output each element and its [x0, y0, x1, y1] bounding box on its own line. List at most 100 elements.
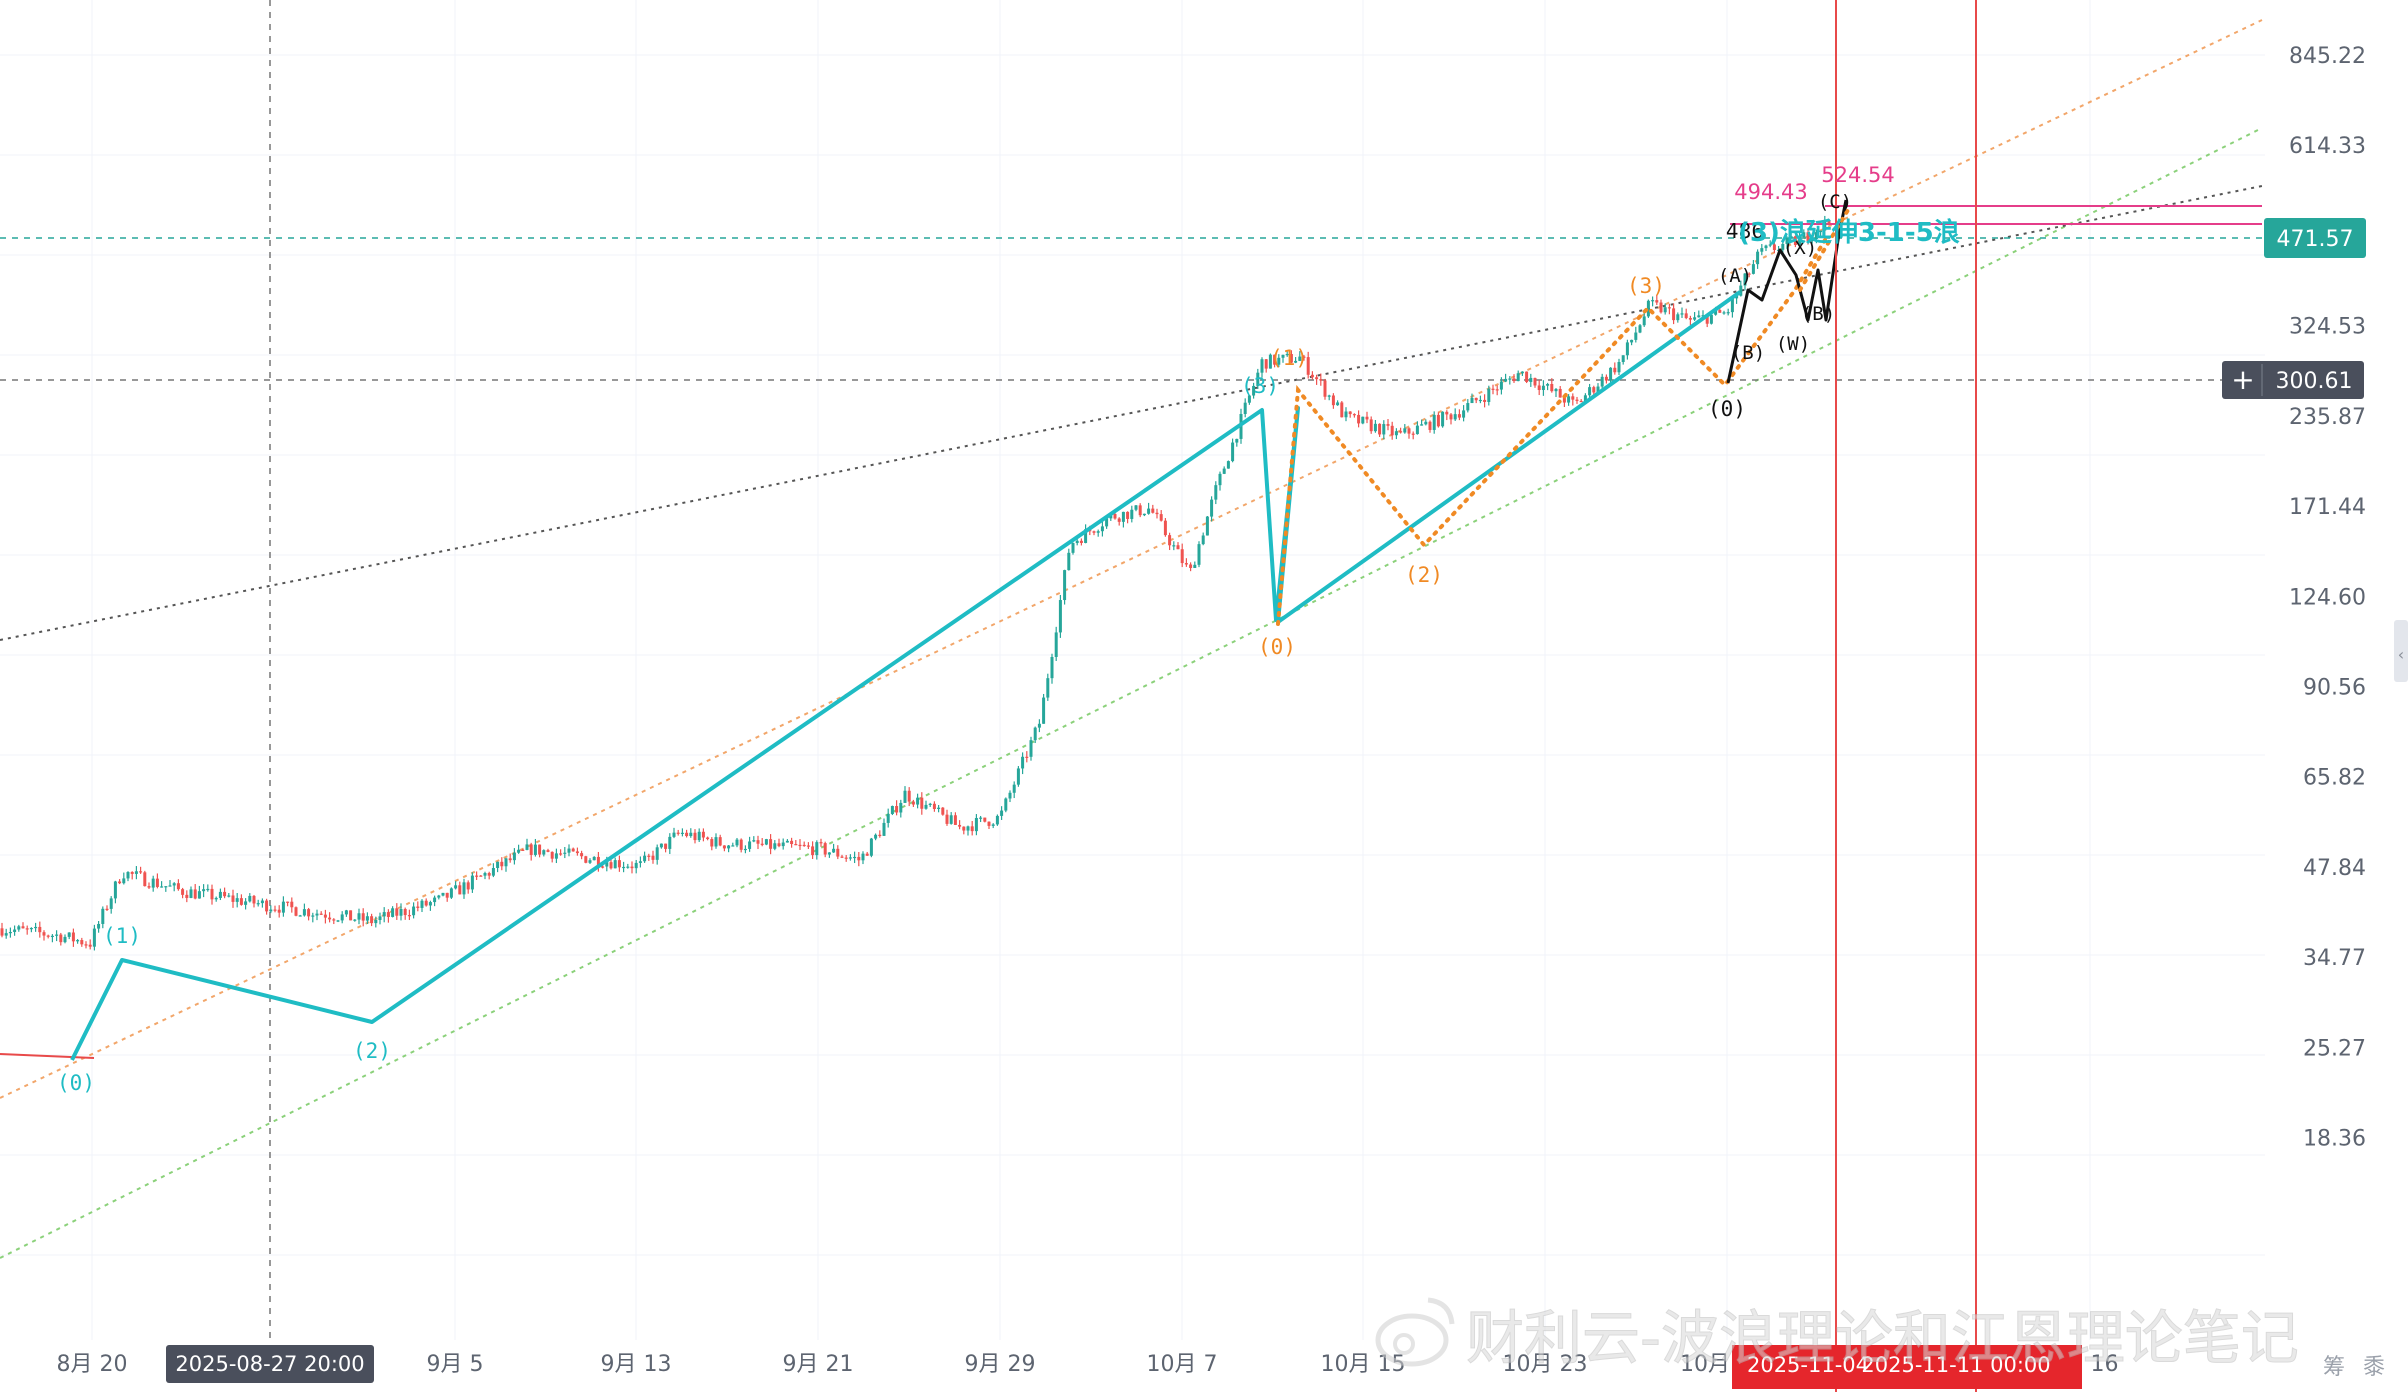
- candle-body: [126, 872, 130, 879]
- candle-body: [8, 931, 12, 934]
- candle-body: [718, 837, 722, 846]
- price-tick-label: 845.22: [2289, 44, 2366, 69]
- candle-body: [1709, 314, 1713, 324]
- candle-body: [542, 850, 546, 855]
- candle-body: [790, 840, 794, 845]
- candle-body: [903, 790, 907, 803]
- candle-body: [701, 831, 705, 838]
- candle-body: [445, 892, 449, 898]
- candle-body: [983, 817, 987, 822]
- candle-body: [1609, 367, 1613, 381]
- candle-body: [811, 846, 815, 856]
- time-tick-label: 9月 13: [601, 1352, 672, 1377]
- candle-body: [1352, 414, 1356, 416]
- trend-lines[interactable]: [0, 19, 2263, 1259]
- candle-body: [1424, 421, 1428, 425]
- candle-body: [256, 903, 260, 905]
- candle-body: [1583, 395, 1587, 402]
- candle-body: [613, 860, 617, 869]
- candle-body: [50, 935, 54, 938]
- candle-body: [462, 882, 466, 895]
- candle-body: [1315, 377, 1319, 380]
- upper-channel-line[interactable]: [0, 19, 2263, 1099]
- candle-body: [945, 814, 949, 824]
- wave-label-A: (A): [1718, 265, 1752, 287]
- range-date-tag: 2025-11-04 2025-11-11 00:00: [1732, 1345, 2082, 1389]
- time-axis[interactable]: 8月 20 9月 5 9月 13 9月 21 9月 29 10月 7 10月 15 10月 2…: [57, 1352, 2119, 1377]
- candle-body: [386, 912, 390, 917]
- candle-body: [13, 929, 17, 932]
- candle-body: [1344, 411, 1348, 418]
- long-trend-line[interactable]: [0, 185, 2263, 641]
- candle-body: [563, 852, 567, 854]
- candle-body: [1806, 232, 1810, 242]
- wave-title-label: (3)浪延伸3-1-5浪: [1738, 217, 1960, 248]
- svg-text:471.57: 471.57: [2277, 227, 2354, 252]
- candle-body: [197, 891, 201, 899]
- candle-body: [1197, 544, 1201, 565]
- candle-body: [525, 844, 529, 850]
- chevron-left-icon[interactable]: ‹: [2398, 645, 2404, 664]
- candle-body: [672, 832, 676, 837]
- wave-label-main-0c: (0): [1708, 397, 1746, 421]
- candle-body: [475, 875, 479, 877]
- candle-body: [231, 895, 235, 902]
- candle-body: [105, 908, 109, 910]
- candle-body: [571, 848, 575, 852]
- candle-body: [617, 860, 621, 868]
- crosshair: [0, 0, 2225, 1340]
- candle-body: [1823, 220, 1827, 231]
- candle-body: [407, 915, 411, 917]
- candle-body: [1037, 723, 1041, 728]
- lower-channel-line[interactable]: [0, 127, 2263, 1259]
- candle-body: [626, 866, 630, 868]
- candle-body: [1827, 220, 1831, 224]
- time-tick-label: 10月 23: [1503, 1352, 1588, 1377]
- candle-body: [664, 843, 668, 849]
- candle-body: [101, 908, 105, 924]
- candle-body: [248, 895, 252, 902]
- candle-body: [785, 840, 789, 843]
- candle-body: [244, 901, 248, 905]
- candle-body: [491, 868, 495, 876]
- price-tick-label: 614.33: [2289, 134, 2366, 159]
- candle-body: [1651, 300, 1655, 302]
- candle-body: [706, 837, 710, 840]
- candle-body: [802, 844, 806, 847]
- candle-body: [88, 944, 92, 947]
- price-axis[interactable]: 18.36 25.27 34.77 47.84 65.82 90.56 124.60 171.…: [2289, 44, 2366, 1152]
- candle-body: [1478, 399, 1482, 402]
- candle-body: [1772, 244, 1776, 250]
- candle-body: [554, 853, 558, 859]
- candle-body: [533, 844, 537, 855]
- scroll-handle[interactable]: [2394, 620, 2408, 682]
- candle-body: [1159, 514, 1163, 521]
- wave-black-line[interactable]: [1726, 199, 1848, 384]
- candle-body: [1663, 307, 1667, 313]
- candle-body: [1642, 316, 1646, 326]
- candle-body: [827, 852, 831, 855]
- price-tick-label: 324.53: [2289, 315, 2366, 340]
- candle-body: [1281, 354, 1285, 358]
- candle-body: [1378, 423, 1382, 435]
- candle-body: [748, 841, 752, 849]
- candle-body: [1567, 396, 1571, 403]
- candle-body: [1176, 545, 1180, 550]
- candle-body: [349, 910, 353, 921]
- candle-body: [1117, 518, 1121, 522]
- candle-body: [567, 848, 571, 853]
- candle-body: [1575, 399, 1579, 401]
- cursor-price-tag[interactable]: + 300.61: [2222, 361, 2364, 399]
- candle-body: [1672, 308, 1676, 321]
- candle-body: [1487, 388, 1491, 402]
- wave-orange-line[interactable]: [1276, 238, 1827, 626]
- plus-icon[interactable]: +: [2231, 363, 2254, 396]
- candle-body: [949, 815, 953, 824]
- candle-body: [1365, 416, 1369, 420]
- candle-body: [1411, 433, 1415, 435]
- candle-body: [1268, 354, 1272, 369]
- candles[interactable]: [0, 215, 1831, 951]
- candle-body: [651, 855, 655, 860]
